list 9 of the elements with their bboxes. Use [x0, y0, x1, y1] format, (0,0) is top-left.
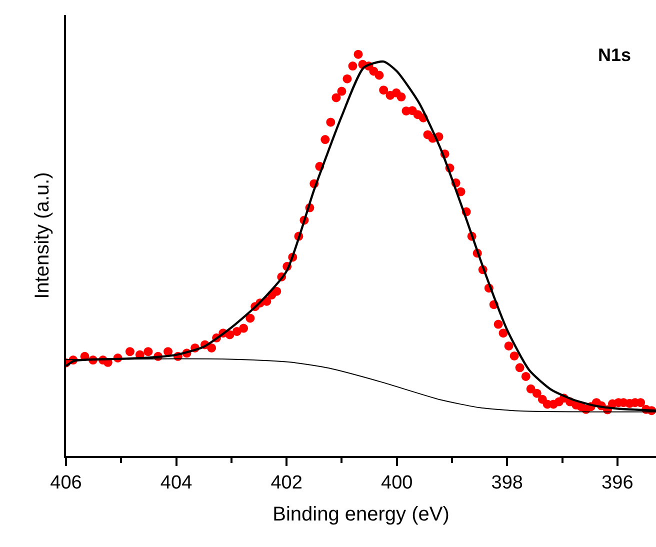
x-axis-title: Binding energy (eV): [272, 504, 450, 526]
x-tick-label: 400: [380, 472, 413, 494]
x-tick-label: 402: [270, 472, 302, 494]
x-tick-label: 406: [50, 472, 82, 494]
x-tick-label: 398: [491, 472, 523, 494]
x-tick-label: 404: [160, 472, 193, 494]
x-tick-label: 396: [602, 472, 634, 494]
y-axis-title: Intensity (a.u.): [31, 172, 54, 299]
annotation: N1s: [598, 45, 632, 65]
